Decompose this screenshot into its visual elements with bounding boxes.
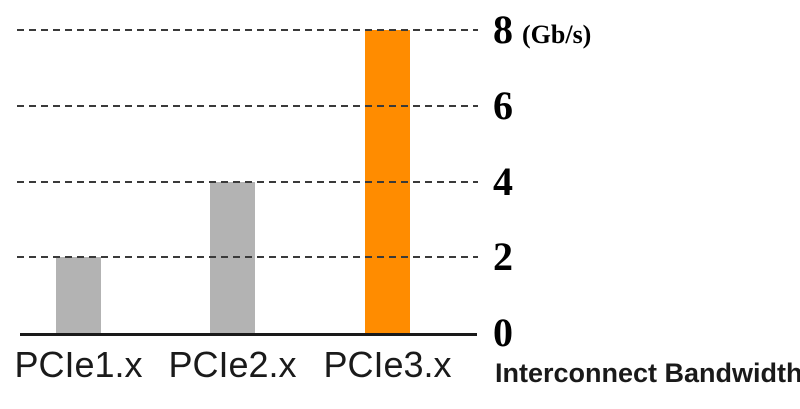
gridline [17,180,478,183]
bar-pcie1.x [56,257,101,333]
x-category-label: PCIe1.x [14,344,143,385]
gridline [17,104,478,107]
x-category-label: PCIe2.x [168,344,297,385]
x-axis-line [20,333,477,336]
y-tick-label: 0 [493,310,513,355]
y-tick-label: 8 [493,7,513,52]
gridline [17,29,478,31]
x-category-label: PCIe3.x [323,344,452,385]
y-tick-label: 4 [493,158,513,204]
y-tick-label: 6 [493,82,513,128]
y-tick-row: 4 [493,158,513,204]
y-axis-unit-label: (Gb/s) [522,20,592,49]
gridline [17,256,478,259]
y-tick-row: 6 [493,82,513,128]
y-tick-row: 2 [493,235,513,279]
y-tick-label: 2 [493,234,513,280]
y-tick-row: 8 (Gb/s) [493,8,591,52]
x-axis-title: Interconnect Bandwidth [495,358,800,388]
y-tick-row: 0 [493,311,513,355]
